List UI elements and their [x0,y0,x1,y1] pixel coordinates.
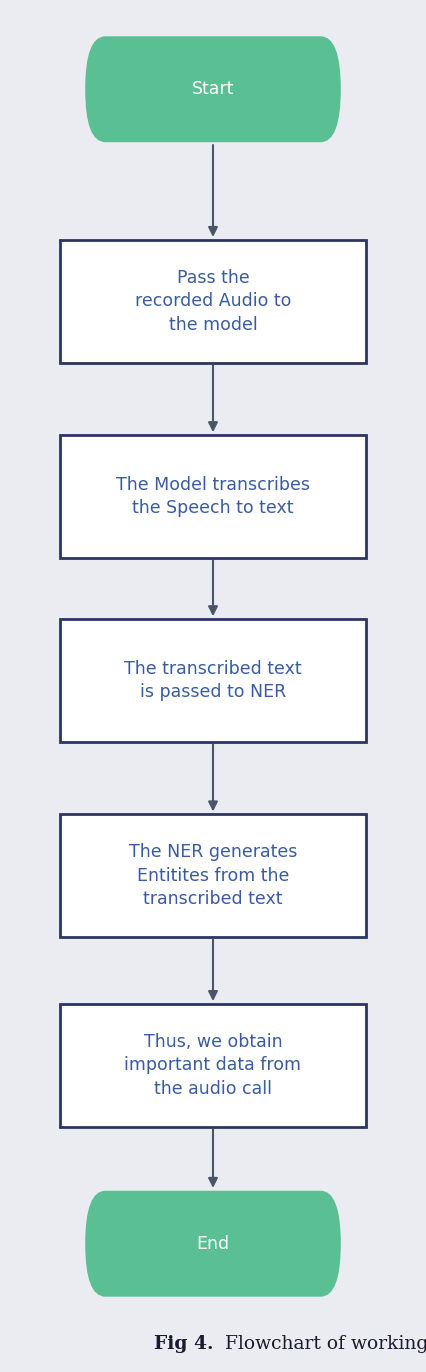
Text: End: End [196,1235,230,1253]
FancyBboxPatch shape [85,1191,341,1297]
Text: The NER generates
Entitites from the
transcribed text: The NER generates Entitites from the tra… [129,842,297,908]
Text: Pass the
recorded Audio to
the model: Pass the recorded Audio to the model [135,269,291,333]
Text: The Model transcribes
the Speech to text: The Model transcribes the Speech to text [116,476,310,517]
Text: Thus, we obtain
important data from
the audio call: Thus, we obtain important data from the … [124,1033,302,1098]
Text: Fig 4.: Fig 4. [153,1335,213,1353]
FancyBboxPatch shape [60,814,366,937]
FancyBboxPatch shape [60,1004,366,1126]
FancyBboxPatch shape [60,435,366,558]
FancyBboxPatch shape [60,619,366,742]
FancyBboxPatch shape [85,36,341,143]
FancyBboxPatch shape [60,240,366,362]
Text: Start: Start [192,80,234,99]
Text: Flowchart of working: Flowchart of working [213,1335,426,1353]
Text: The transcribed text
is passed to NER: The transcribed text is passed to NER [124,660,302,701]
